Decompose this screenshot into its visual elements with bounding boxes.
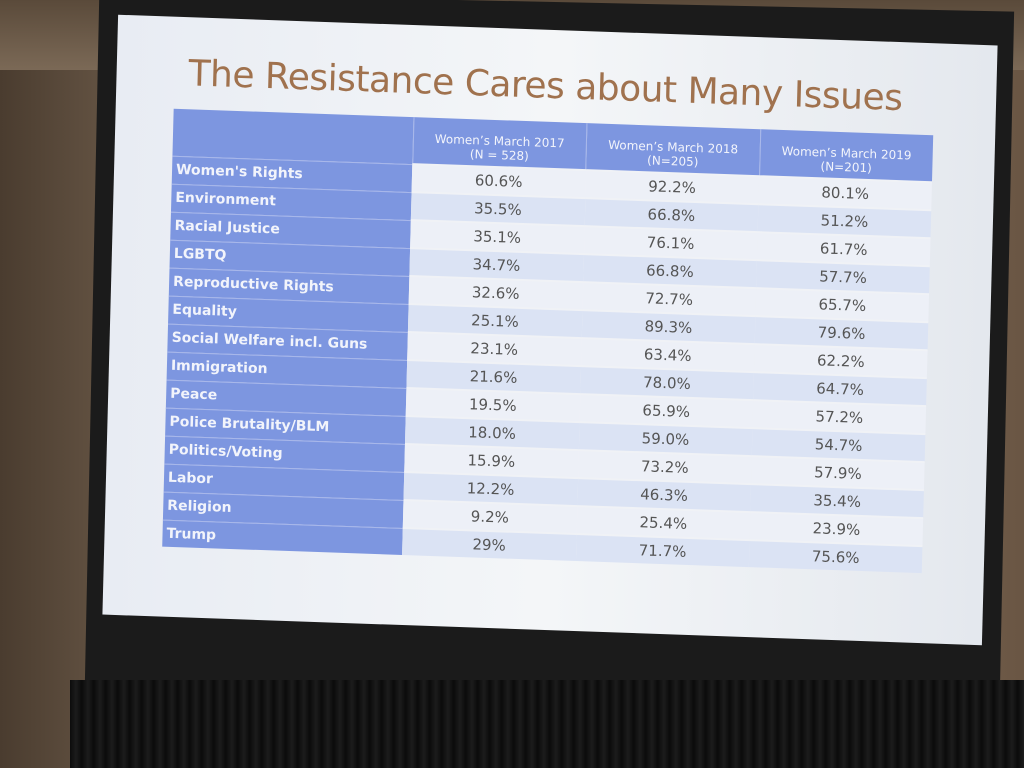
value-cell: 75.6% <box>748 540 923 574</box>
header-cell: Women’s March 2018 (N=205) <box>585 123 761 177</box>
data-table: Women’s March 2017 (N = 528) Women’s March… <box>162 108 934 574</box>
value-cell: 29% <box>402 527 577 562</box>
header-cell <box>172 108 414 165</box>
header-cell: Women’s March 2019 (N=201) <box>759 129 934 183</box>
value-cell: 71.7% <box>575 534 750 568</box>
slide-title: The Resistance Cares about Many Issues <box>188 53 903 120</box>
header-cell: Women’s March 2017 (N = 528) <box>412 117 587 171</box>
slide: The Resistance Cares about Many Issues W… <box>102 14 998 646</box>
table-body: Women's Rights 60.6% 92.2% 80.1% Environment… <box>162 155 932 574</box>
stage-curtain <box>70 680 1024 768</box>
